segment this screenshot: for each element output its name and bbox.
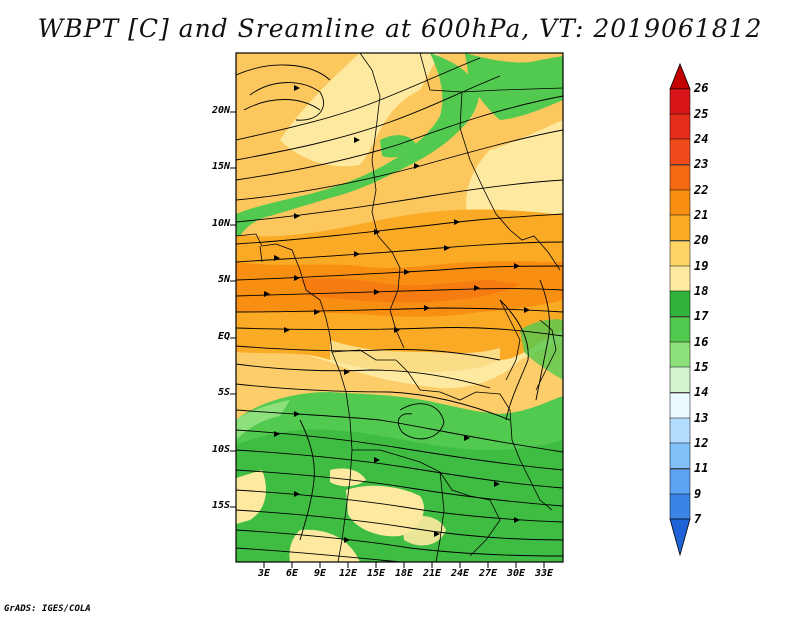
colorbar-label: 23	[694, 157, 709, 171]
colorbar-label: 22	[694, 183, 709, 197]
lon-label-9e: 9E	[313, 568, 327, 579]
streamline-arrows	[264, 85, 530, 543]
colorbar-top-arrow	[669, 62, 691, 90]
colorbar-label: 20	[694, 233, 709, 247]
lon-label-3e: 3E	[257, 568, 271, 579]
lat-label-5s: 5S	[217, 387, 230, 398]
lon-label-15e: 15E	[366, 568, 386, 579]
colorbar-label: 11	[694, 461, 709, 475]
lon-label-12e: 12E	[338, 568, 358, 579]
colorbar-label: 13	[694, 411, 709, 425]
colorbar-label: 7	[694, 512, 702, 526]
colorbar-label: 14	[694, 385, 709, 399]
lon-label-27e: 27E	[478, 568, 498, 579]
colorbar-label: 17	[694, 309, 709, 323]
grads-credit: GrADS: IGES/COLA	[4, 604, 91, 614]
lat-label-10n: 10N	[211, 218, 230, 229]
colorbar-label: 18	[694, 284, 709, 298]
colorbar-label: 12	[694, 436, 709, 450]
colorbar-label: 25	[694, 107, 709, 121]
axis-ticks	[230, 111, 545, 568]
lat-label-20n: 20N	[211, 105, 230, 116]
lon-label-6e: 6E	[285, 568, 299, 579]
colorbar-label: 9	[694, 487, 702, 501]
lat-label-10s: 10S	[211, 444, 230, 455]
colorbar-label: 21	[694, 208, 709, 222]
colorbar	[669, 62, 691, 557]
colorbar-label: 26	[694, 81, 709, 95]
colorbar-bottom-arrow	[669, 518, 691, 557]
colorbar-label: 24	[694, 132, 709, 146]
wbpt-shading	[236, 53, 563, 562]
colorbar-label: 15	[694, 360, 709, 374]
lat-label-15s: 15S	[211, 500, 230, 511]
lat-label-eq: EQ	[217, 331, 230, 342]
lon-label-18e: 18E	[394, 568, 414, 579]
lon-label-33e: 33E	[534, 568, 554, 579]
lon-label-21e: 21E	[422, 568, 442, 579]
colorbar-label: 16	[694, 335, 709, 349]
lat-label-15n: 15N	[211, 161, 230, 172]
country-borders	[236, 53, 563, 562]
lon-label-24e: 24E	[450, 568, 470, 579]
map-title: WBPT [C] and Sreamline at 600hPa, VT: 20…	[37, 14, 763, 43]
lon-label-30e: 30E	[506, 568, 526, 579]
lat-label-5n: 5N	[217, 274, 230, 285]
map-frame	[235, 52, 564, 563]
colorbar-label: 19	[694, 259, 709, 273]
